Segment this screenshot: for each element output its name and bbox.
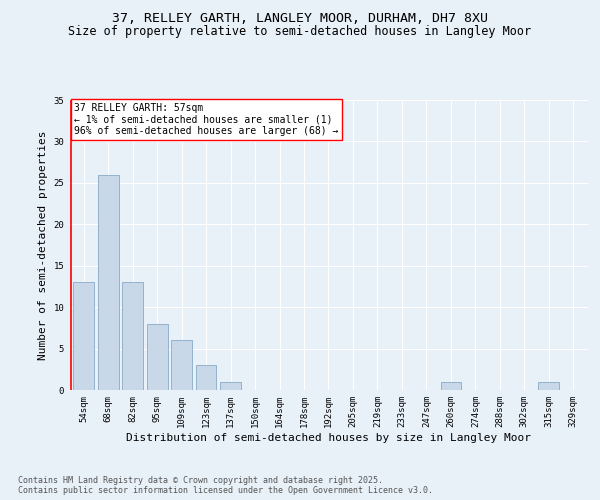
- Bar: [171, 340, 192, 390]
- Text: 37 RELLEY GARTH: 57sqm
← 1% of semi-detached houses are smaller (1)
96% of semi-: 37 RELLEY GARTH: 57sqm ← 1% of semi-deta…: [74, 103, 338, 136]
- Text: Contains HM Land Registry data © Crown copyright and database right 2025.
Contai: Contains HM Land Registry data © Crown c…: [18, 476, 433, 495]
- Text: Size of property relative to semi-detached houses in Langley Moor: Size of property relative to semi-detach…: [68, 25, 532, 38]
- Bar: [98, 174, 119, 390]
- Bar: [538, 382, 559, 390]
- Bar: [73, 282, 94, 390]
- Text: 37, RELLEY GARTH, LANGLEY MOOR, DURHAM, DH7 8XU: 37, RELLEY GARTH, LANGLEY MOOR, DURHAM, …: [112, 12, 488, 26]
- Bar: [147, 324, 167, 390]
- Bar: [122, 282, 143, 390]
- X-axis label: Distribution of semi-detached houses by size in Langley Moor: Distribution of semi-detached houses by …: [126, 432, 531, 442]
- Bar: [196, 365, 217, 390]
- Bar: [440, 382, 461, 390]
- Y-axis label: Number of semi-detached properties: Number of semi-detached properties: [38, 130, 48, 360]
- Bar: [220, 382, 241, 390]
